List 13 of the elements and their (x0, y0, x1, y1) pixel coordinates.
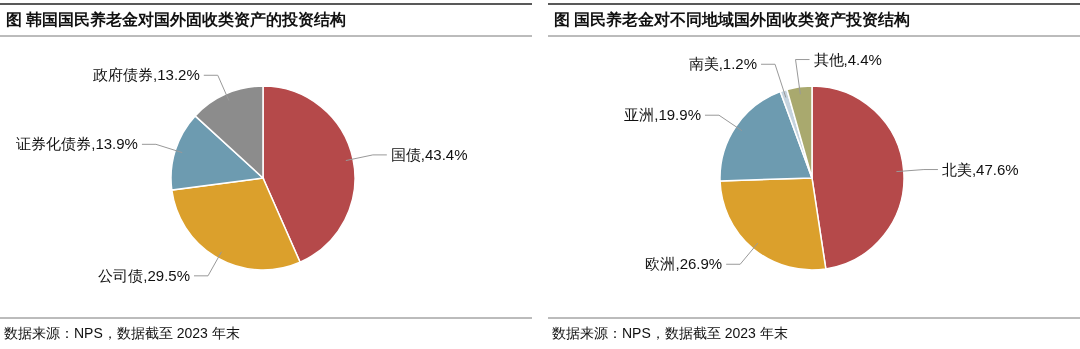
chart-title: 图 韩国国民养老金对国外固收类资产的投资结构 (6, 10, 347, 28)
chart-title: 图 国民养老金对不同地域国外固收类资产投资结构 (554, 10, 911, 28)
slice-label: 证券化债券,13.9% (16, 135, 138, 153)
slice-label: 亚洲,19.9% (624, 106, 701, 124)
slice-label: 政府债券,13.2% (93, 66, 200, 84)
source-note: 数据来源：NPS，数据截至 2023 年末 (552, 325, 788, 341)
slice-label: 其他,4.4% (813, 50, 882, 68)
slice-label: 南美,1.2% (688, 55, 758, 73)
source-note: 数据来源：NPS，数据截至 2023 年末 (4, 325, 240, 341)
slice-label: 公司债,29.5% (98, 266, 190, 284)
slice-label: 欧洲,26.9% (645, 255, 723, 273)
slice-label: 北美,47.6% (941, 160, 1019, 178)
slice-label: 国债,43.4% (390, 145, 468, 163)
